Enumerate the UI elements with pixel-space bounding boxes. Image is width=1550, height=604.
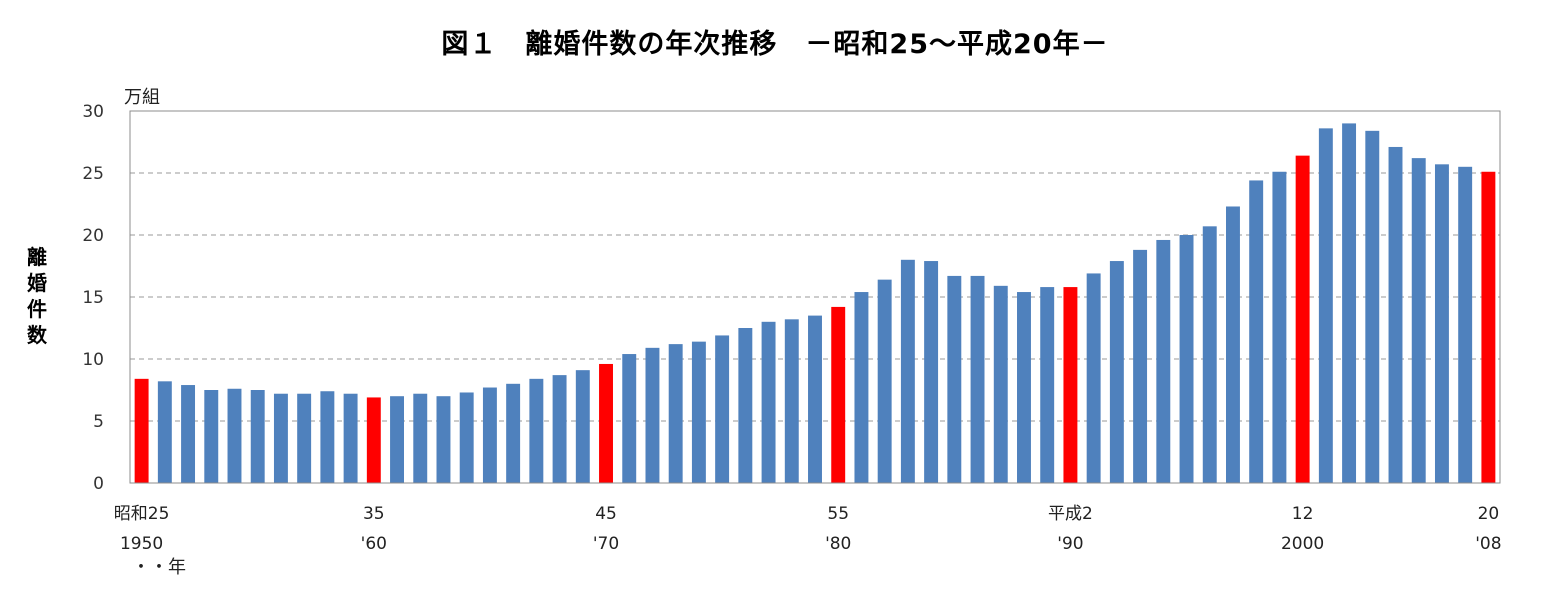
y-axis-label-char: 件 (27, 297, 47, 321)
bar-1971 (622, 354, 637, 483)
x-tick-sublabel: '80 (825, 534, 851, 554)
bar-1958 (320, 391, 335, 483)
y-tick-label: 0 (93, 474, 104, 494)
y-axis-ticks: 0 5 10 15 20 25 30 (82, 102, 104, 494)
bar-1987 (993, 285, 1008, 483)
bar-1993 (1133, 249, 1148, 483)
bar-1997 (1226, 206, 1240, 484)
y-tick-label: 15 (82, 288, 104, 308)
x-tick-label: 平成2 (1048, 504, 1093, 524)
bar-1977 (761, 321, 776, 483)
y-axis-label-char: 婚 (27, 271, 47, 295)
bar-1985 (947, 275, 962, 483)
bar-1970 (599, 363, 613, 483)
bar-1978 (784, 319, 799, 483)
bar-1981 (854, 292, 869, 483)
chart-title: 図１ 離婚件数の年次推移 －昭和25～平成20年－ (441, 29, 1109, 60)
bar-1966 (506, 383, 521, 483)
x-tick-sublabel: 1950 (120, 534, 163, 554)
bar-1974 (691, 341, 706, 483)
bar-1972 (645, 347, 660, 483)
bar-1999 (1272, 171, 1287, 483)
bar-1952 (181, 385, 196, 483)
y-tick-label: 20 (82, 226, 104, 246)
bar-1998 (1249, 180, 1264, 483)
x-axis-unit: ・・年 (132, 557, 186, 578)
x-tick-sublabel: '60 (361, 534, 387, 554)
bar-1959 (343, 393, 358, 483)
bar-1995 (1179, 235, 1194, 483)
bar-1954 (227, 388, 242, 483)
bar-1973 (668, 344, 683, 483)
x-tick-label: 45 (595, 504, 617, 524)
bar-1984 (924, 261, 939, 483)
bar-2008 (1481, 171, 1496, 483)
bar-1964 (459, 392, 474, 483)
bar-1988 (1017, 292, 1031, 483)
bar-1961 (390, 396, 404, 483)
y-tick-label: 25 (82, 164, 104, 184)
bar-1967 (529, 378, 544, 483)
bar-1956 (273, 393, 288, 483)
x-tick-sublabel: 2000 (1281, 534, 1324, 554)
bar-1963 (436, 396, 451, 483)
y-tick-label: 10 (82, 350, 104, 370)
bar-1976 (738, 328, 753, 483)
bar-1975 (715, 335, 730, 483)
bar-1994 (1156, 239, 1171, 483)
x-axis-ticks: 昭和25 1950 35 '60 45 '70 55 '80 平成2 '90 12 2000 20 '08 (114, 504, 1502, 554)
bar-1955 (250, 390, 265, 483)
y-axis-label-char: 離 (27, 245, 47, 269)
bar-2004 (1388, 146, 1403, 483)
bar-2003 (1365, 130, 1380, 483)
bar-1991 (1086, 273, 1101, 483)
bar-2002 (1342, 123, 1357, 484)
x-tick-label: 35 (363, 504, 385, 524)
x-tick-label: 昭和25 (114, 504, 170, 524)
bar-1990 (1063, 287, 1078, 483)
bar-2005 (1411, 158, 1426, 483)
bar-1989 (1040, 287, 1055, 483)
bar-1969 (575, 370, 590, 483)
bar-1992 (1109, 261, 1124, 483)
bar-1980 (831, 306, 846, 483)
bar-2007 (1458, 166, 1473, 484)
x-tick-label: 20 (1478, 504, 1500, 524)
y-axis-label: 離婚件数 (27, 245, 48, 347)
bar-2006 (1434, 164, 1449, 483)
bar-1951 (157, 381, 172, 483)
bar-2001 (1318, 128, 1333, 484)
plot-area-frame (129, 110, 1501, 484)
x-tick-label: 12 (1292, 504, 1314, 524)
x-tick-sublabel: '08 (1475, 534, 1501, 554)
bar-1957 (297, 393, 312, 483)
y-tick-label: 30 (82, 102, 104, 122)
bar-2000 (1295, 155, 1310, 483)
y-axis-unit: 万組 (124, 87, 160, 108)
bar-1950 (134, 378, 149, 483)
bar-1986 (970, 275, 985, 483)
bar-1960 (366, 397, 381, 483)
bar-1965 (482, 387, 497, 483)
bar-1983 (900, 259, 915, 483)
bar-1953 (204, 390, 219, 483)
bar-1968 (552, 375, 567, 483)
x-tick-label: 55 (827, 504, 849, 524)
bar-1962 (413, 393, 428, 483)
y-axis-label-char: 数 (27, 323, 48, 347)
x-tick-sublabel: '70 (593, 534, 619, 554)
bar-1982 (877, 279, 892, 483)
bar-1996 (1202, 226, 1217, 483)
bar-series (134, 123, 1496, 484)
y-tick-label: 5 (93, 412, 104, 432)
x-tick-sublabel: '90 (1057, 534, 1083, 554)
bar-1979 (808, 315, 822, 483)
